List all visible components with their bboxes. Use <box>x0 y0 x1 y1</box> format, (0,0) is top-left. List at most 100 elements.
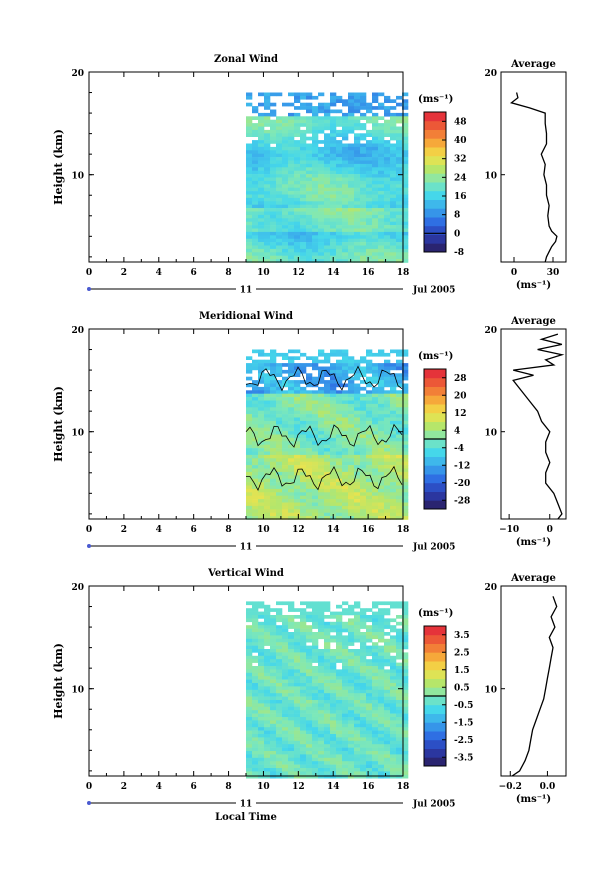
heatmap-cell <box>294 734 301 738</box>
heatmap-cell <box>396 424 403 428</box>
heatmap-cell <box>330 475 337 479</box>
x-tick-label: 4 <box>156 525 162 535</box>
heatmap-cell <box>348 662 355 667</box>
heatmap-cell <box>336 194 343 199</box>
heatmap-cell <box>294 252 301 256</box>
heatmap-cell <box>372 461 379 466</box>
heatmap-cell <box>324 492 331 496</box>
heatmap-cell <box>258 751 265 755</box>
heatmap-cell <box>354 126 361 131</box>
heatmap-cell <box>348 703 355 708</box>
heatmap-cell <box>312 761 319 765</box>
x-tick-label: 10 <box>257 268 270 278</box>
heatmap-cell <box>402 475 409 479</box>
heatmap-cell <box>258 720 265 725</box>
heatmap-cell <box>252 696 259 701</box>
heatmap-cell <box>348 713 355 718</box>
heatmap-cell <box>402 737 409 742</box>
heatmap-cell <box>378 703 385 708</box>
heatmap-cell <box>276 689 283 694</box>
heatmap-cell <box>330 248 337 253</box>
heatmap-cell <box>300 174 307 178</box>
heatmap-cell <box>372 655 379 660</box>
heatmap-cell <box>366 710 373 714</box>
heatmap-cell <box>282 157 289 161</box>
profile-y-tick-label: 20 <box>484 583 497 593</box>
heatmap-cell <box>258 126 265 131</box>
heatmap-cell <box>378 492 385 496</box>
heatmap-cell <box>360 369 367 374</box>
heatmap-cell <box>324 512 331 517</box>
heatmap-cell <box>252 420 259 425</box>
heatmap-cell <box>276 242 283 246</box>
heatmap-cell <box>396 187 403 192</box>
heatmap-cell <box>270 390 277 394</box>
heatmap-cell <box>270 410 277 415</box>
heatmap-cell <box>288 645 295 650</box>
heatmap-cell <box>366 420 373 425</box>
heatmap-cell <box>312 669 319 674</box>
heatmap-cell <box>276 400 283 405</box>
heatmap-cell <box>246 771 253 776</box>
colorbar-unit-label: (ms⁻¹) <box>418 94 453 105</box>
heatmap-cell <box>336 400 343 405</box>
heatmap-cell <box>390 465 397 469</box>
heatmap-cell <box>396 214 403 219</box>
heatmap-cell <box>312 482 319 486</box>
heatmap-cell <box>246 211 253 216</box>
heatmap-cell <box>258 485 265 490</box>
heatmap-cell <box>348 126 355 131</box>
heatmap-cell <box>366 723 373 728</box>
heatmap-cell <box>252 259 259 263</box>
heatmap-cell <box>276 252 283 256</box>
heatmap-cell <box>258 153 265 158</box>
heatmap-cell <box>276 638 283 643</box>
heatmap-cell <box>354 376 361 381</box>
profile-line <box>509 92 558 263</box>
heatmap-cell <box>258 424 265 428</box>
date-start-marker <box>87 801 91 805</box>
heatmap-cell <box>360 744 367 748</box>
heatmap-cell <box>336 458 343 462</box>
heatmap-cell <box>282 454 289 459</box>
heatmap-cell <box>246 635 253 640</box>
heatmap-cell <box>282 235 289 239</box>
heatmap-cell <box>264 136 271 141</box>
heatmap-cell <box>402 710 409 714</box>
heatmap-cell <box>366 509 373 513</box>
heatmap-cell <box>336 373 343 377</box>
heatmap-cell <box>366 143 373 148</box>
heatmap-cell <box>252 167 259 171</box>
heatmap-cell <box>396 723 403 728</box>
heatmap-cell <box>348 194 355 199</box>
heatmap-cell <box>390 167 397 171</box>
heatmap-cell <box>366 393 373 398</box>
heatmap-cell <box>246 390 253 394</box>
heatmap-cell <box>270 109 277 114</box>
heatmap-cell <box>282 383 289 388</box>
heatmap-cell <box>294 638 301 643</box>
heatmap-cell <box>318 703 325 708</box>
heatmap-cell <box>360 167 367 171</box>
heatmap-cell <box>324 632 331 636</box>
heatmap-cell <box>348 471 355 476</box>
heatmap-cell <box>246 383 253 388</box>
heatmap-cell <box>258 468 265 473</box>
heatmap-cell <box>384 252 391 256</box>
heatmap-cell <box>282 228 289 233</box>
heatmap-cell <box>378 194 385 199</box>
heatmap-cell <box>396 400 403 405</box>
heatmap-cell <box>312 119 319 124</box>
heatmap-cell <box>258 123 265 127</box>
heatmap-cell <box>324 710 331 714</box>
heatmap-cell <box>264 174 271 178</box>
heatmap-cell <box>354 92 361 97</box>
heatmap-cell <box>252 747 259 752</box>
heatmap-cell <box>390 720 397 725</box>
heatmap-cell <box>246 201 253 205</box>
heatmap-cell <box>372 468 379 473</box>
colorbar-segment <box>424 421 446 431</box>
colorbar-tick-label: 16 <box>454 192 467 202</box>
heatmap-cell <box>252 625 259 629</box>
heatmap-cell <box>288 451 295 456</box>
